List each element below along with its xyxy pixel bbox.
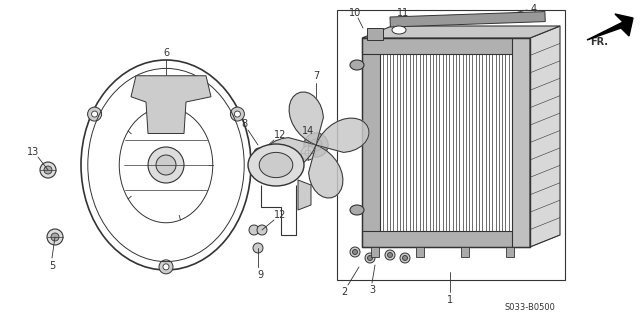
Polygon shape	[263, 137, 316, 172]
Polygon shape	[131, 76, 211, 133]
Bar	[512, 38, 530, 247]
Bar	[461, 247, 469, 257]
Circle shape	[305, 150, 311, 156]
Ellipse shape	[350, 205, 364, 215]
Bar	[367, 28, 383, 40]
Text: 2: 2	[341, 287, 347, 297]
Bar	[362, 231, 530, 247]
Circle shape	[304, 133, 328, 157]
Circle shape	[270, 159, 282, 171]
Bar	[362, 38, 530, 247]
Circle shape	[51, 233, 59, 241]
Circle shape	[88, 107, 102, 121]
Bar	[337, 10, 565, 280]
Circle shape	[163, 264, 169, 270]
Circle shape	[350, 247, 360, 257]
Text: 8: 8	[241, 119, 247, 129]
Polygon shape	[587, 14, 633, 40]
Text: FR.: FR.	[590, 37, 608, 47]
Ellipse shape	[259, 152, 293, 178]
Text: 11: 11	[397, 8, 409, 18]
Circle shape	[387, 253, 392, 257]
Circle shape	[253, 243, 263, 253]
Circle shape	[234, 111, 241, 117]
Text: 9: 9	[257, 270, 263, 280]
Text: 12: 12	[274, 130, 286, 140]
Circle shape	[257, 225, 267, 235]
Polygon shape	[362, 26, 560, 38]
Circle shape	[44, 166, 52, 174]
Text: 6: 6	[163, 48, 169, 58]
Circle shape	[159, 260, 173, 274]
Circle shape	[47, 229, 63, 245]
Polygon shape	[308, 145, 343, 198]
Circle shape	[353, 61, 361, 69]
Circle shape	[148, 147, 184, 183]
Text: 3: 3	[369, 285, 375, 295]
Circle shape	[230, 107, 244, 121]
Circle shape	[385, 250, 395, 260]
Text: 7: 7	[313, 71, 319, 81]
Polygon shape	[530, 26, 560, 247]
Bar	[506, 247, 514, 257]
Circle shape	[301, 146, 315, 160]
Bar	[362, 38, 530, 54]
Circle shape	[370, 29, 380, 39]
Ellipse shape	[350, 60, 364, 70]
Circle shape	[310, 139, 322, 151]
Bar	[416, 247, 424, 257]
Bar	[390, 11, 545, 27]
Ellipse shape	[392, 26, 406, 34]
Circle shape	[40, 162, 56, 178]
Circle shape	[92, 111, 97, 117]
Text: 5: 5	[49, 261, 55, 271]
Text: 4: 4	[531, 4, 537, 14]
Text: 13: 13	[27, 147, 39, 157]
Polygon shape	[298, 180, 311, 210]
Text: 1: 1	[447, 295, 453, 305]
Circle shape	[365, 253, 375, 263]
Circle shape	[156, 155, 176, 175]
Ellipse shape	[81, 60, 251, 270]
Bar	[362, 38, 380, 247]
Polygon shape	[316, 118, 369, 152]
Text: S033-B0500: S033-B0500	[504, 303, 556, 313]
Text: 14: 14	[302, 126, 314, 136]
Ellipse shape	[248, 144, 304, 186]
Circle shape	[353, 206, 361, 214]
Circle shape	[400, 253, 410, 263]
Bar	[371, 247, 379, 257]
Circle shape	[353, 249, 358, 255]
Circle shape	[403, 256, 408, 261]
Text: 10: 10	[349, 8, 361, 18]
Polygon shape	[289, 92, 323, 145]
Text: 12: 12	[274, 210, 286, 220]
Circle shape	[367, 256, 372, 261]
Circle shape	[249, 225, 259, 235]
Circle shape	[254, 148, 264, 158]
